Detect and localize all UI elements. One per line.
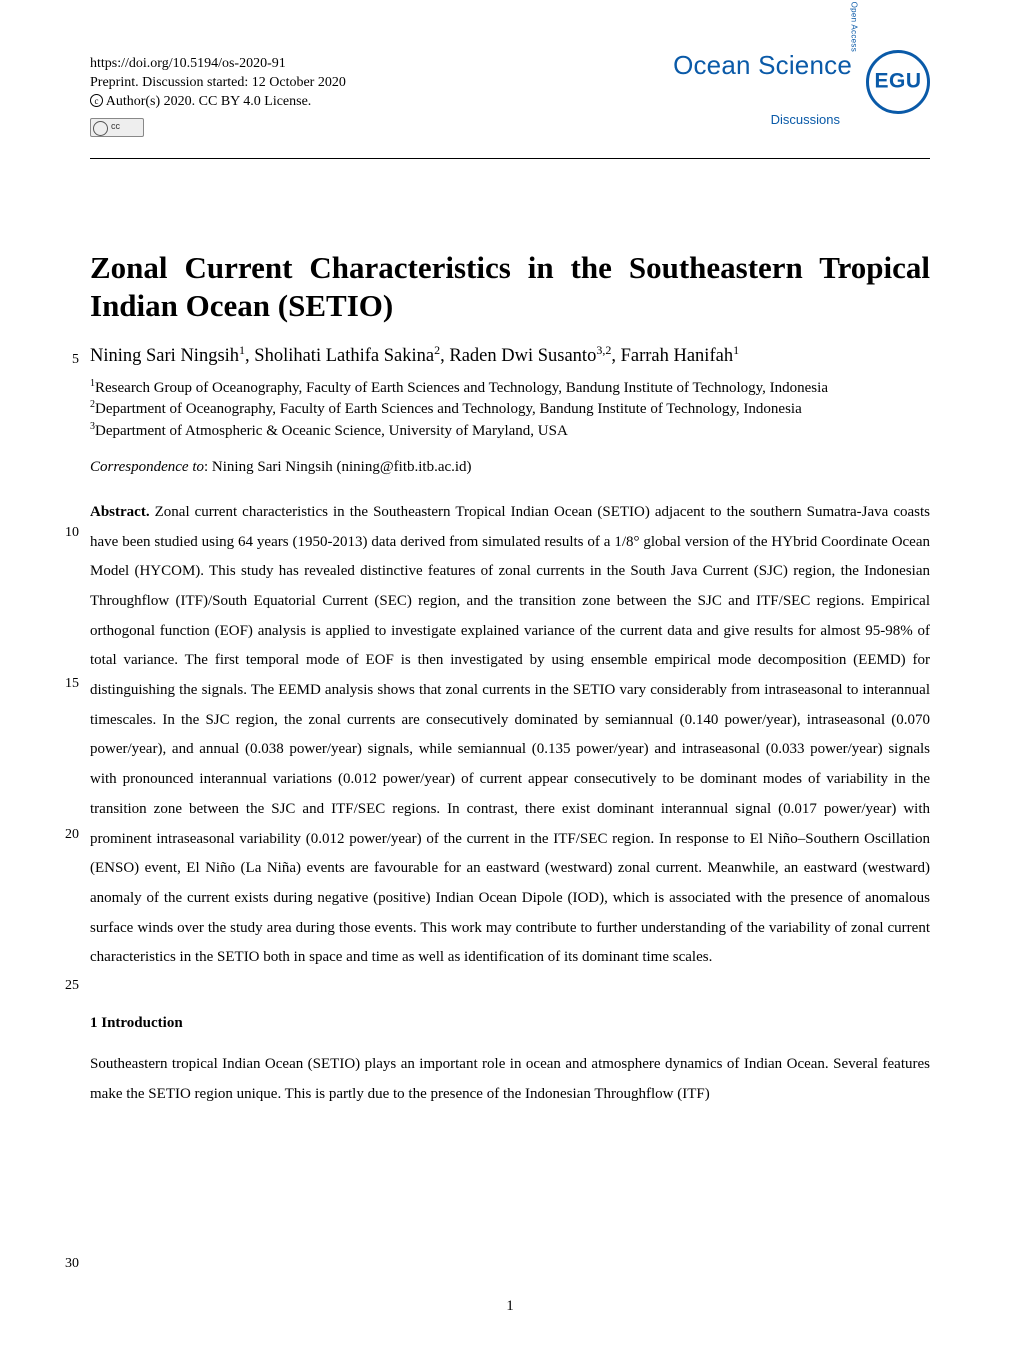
page-number: 1 xyxy=(506,1298,514,1315)
author-1-sup: 1 xyxy=(239,343,245,357)
author-3-sup: 3,2 xyxy=(596,343,611,357)
affiliations-block: 1Research Group of Oceanography, Faculty… xyxy=(90,377,930,441)
open-access-label: Open Access xyxy=(849,2,858,52)
journal-brand: Ocean Science EGU Discussions xyxy=(673,50,930,127)
egu-logo-icon: EGU xyxy=(866,50,930,114)
copyright-text: Author(s) 2020. CC BY 4.0 License. xyxy=(106,94,312,109)
correspondence-label: Correspondence to xyxy=(90,459,204,475)
author-2-sup: 2 xyxy=(434,343,440,357)
authors-line: Nining Sari Ningsih1, Sholihati Lathifa … xyxy=(90,342,930,369)
section-1-paragraph: Southeastern tropical Indian Ocean (SETI… xyxy=(90,1050,930,1109)
affiliation-2-text: Department of Oceanography, Faculty of E… xyxy=(95,401,802,417)
author-2: Sholihati Lathifa Sakina xyxy=(254,346,434,366)
author-1: Nining Sari Ningsih xyxy=(90,346,239,366)
affiliation-3-text: Department of Atmospheric & Oceanic Scie… xyxy=(95,423,568,439)
line-number-15: 15 xyxy=(55,676,79,692)
journal-name: Ocean Science xyxy=(673,50,852,81)
section-1-heading: 1 Introduction xyxy=(90,1015,930,1032)
line-number-25: 25 xyxy=(55,978,79,994)
paper-title: Zonal Current Characteristics in the Sou… xyxy=(90,249,930,327)
line-number-30: 30 xyxy=(55,1256,79,1272)
cc-text: cc xyxy=(111,120,120,132)
line-number-5: 5 xyxy=(55,352,79,368)
line-number-20: 20 xyxy=(55,827,79,843)
affiliation-3: 3Department of Atmospheric & Oceanic Sci… xyxy=(90,420,930,441)
abstract-text: Zonal current characteristics in the Sou… xyxy=(90,504,930,965)
correspondence-text: : Nining Sari Ningsih (nining@fitb.itb.a… xyxy=(204,459,472,475)
cc-by-icon: cc xyxy=(90,118,144,137)
line-number-10: 10 xyxy=(55,525,79,541)
correspondence-line: Correspondence to: Nining Sari Ningsih (… xyxy=(90,459,930,476)
abstract-label: Abstract. xyxy=(90,504,150,520)
author-3: Raden Dwi Susanto xyxy=(449,346,596,366)
journal-discussions-label: Discussions xyxy=(673,112,840,127)
affiliation-1-text: Research Group of Oceanography, Faculty … xyxy=(95,380,828,396)
author-4: Farrah Hanifah xyxy=(621,346,734,366)
author-4-sup: 1 xyxy=(733,343,739,357)
header-divider xyxy=(90,158,930,159)
egu-logo-text: EGU xyxy=(874,70,921,94)
affiliation-1: 1Research Group of Oceanography, Faculty… xyxy=(90,377,930,398)
abstract-block: Abstract. Zonal current characteristics … xyxy=(90,498,930,973)
copyright-icon: c xyxy=(90,94,103,107)
affiliation-2: 2Department of Oceanography, Faculty of … xyxy=(90,398,930,419)
